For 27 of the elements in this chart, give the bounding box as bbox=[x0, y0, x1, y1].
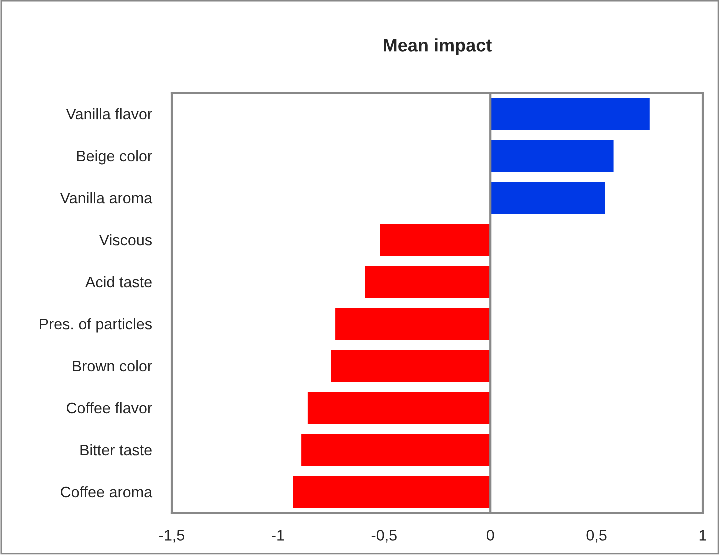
x-tick-label: 1 bbox=[700, 530, 707, 541]
x-tick-label: 0,5 bbox=[586, 530, 607, 543]
y-tick-label: Acid taste bbox=[86, 276, 152, 288]
bar bbox=[365, 266, 491, 298]
y-tick-label: Coffee aroma bbox=[61, 486, 153, 498]
x-tick-label: -1,5 bbox=[160, 530, 185, 543]
bar bbox=[336, 308, 491, 340]
x-tick-label: -0,5 bbox=[372, 530, 397, 543]
bar bbox=[490, 98, 650, 130]
y-tick-label: Coffee flavor bbox=[66, 402, 152, 414]
y-tick-label: Beige color bbox=[77, 150, 152, 165]
y-tick-label: Viscous bbox=[99, 234, 152, 246]
y-tick-label: Bitter taste bbox=[80, 444, 152, 456]
x-tick-label: 0 bbox=[486, 530, 494, 541]
chart-title: Mean impact bbox=[384, 38, 492, 56]
bar bbox=[380, 224, 491, 256]
y-tick-label: Vanilla flavor bbox=[66, 108, 152, 120]
bar bbox=[302, 434, 491, 466]
y-tick-label: Vanilla aroma bbox=[60, 192, 153, 204]
bar bbox=[308, 392, 491, 424]
bar bbox=[331, 350, 491, 382]
bar bbox=[293, 476, 491, 508]
bar bbox=[490, 140, 614, 172]
x-tick-label: -1 bbox=[272, 530, 284, 541]
y-tick-label: Pres. of particles bbox=[40, 318, 152, 333]
bar bbox=[490, 182, 606, 214]
y-tick-label: Brown color bbox=[73, 360, 152, 372]
